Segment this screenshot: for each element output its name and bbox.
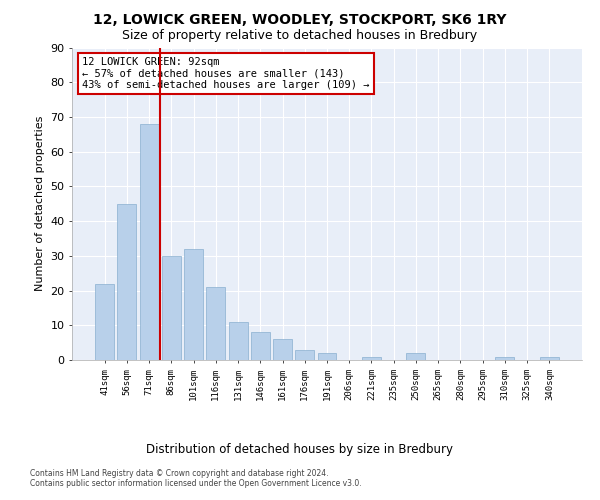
Bar — [206, 287, 225, 360]
Bar — [118, 204, 136, 360]
Bar — [229, 322, 248, 360]
Bar — [251, 332, 270, 360]
Bar — [184, 249, 203, 360]
Bar — [406, 353, 425, 360]
Bar — [362, 356, 381, 360]
Text: Contains public sector information licensed under the Open Government Licence v3: Contains public sector information licen… — [30, 478, 362, 488]
Y-axis label: Number of detached properties: Number of detached properties — [35, 116, 44, 292]
Bar — [295, 350, 314, 360]
Bar — [273, 339, 292, 360]
Bar — [140, 124, 158, 360]
Text: Size of property relative to detached houses in Bredbury: Size of property relative to detached ho… — [122, 29, 478, 42]
Bar — [162, 256, 181, 360]
Bar — [496, 356, 514, 360]
Bar — [540, 356, 559, 360]
Bar — [95, 284, 114, 360]
Text: Contains HM Land Registry data © Crown copyright and database right 2024.: Contains HM Land Registry data © Crown c… — [30, 468, 329, 477]
Text: 12 LOWICK GREEN: 92sqm
← 57% of detached houses are smaller (143)
43% of semi-de: 12 LOWICK GREEN: 92sqm ← 57% of detached… — [82, 57, 370, 90]
Text: 12, LOWICK GREEN, WOODLEY, STOCKPORT, SK6 1RY: 12, LOWICK GREEN, WOODLEY, STOCKPORT, SK… — [93, 12, 507, 26]
Text: Distribution of detached houses by size in Bredbury: Distribution of detached houses by size … — [146, 442, 454, 456]
Bar — [317, 353, 337, 360]
